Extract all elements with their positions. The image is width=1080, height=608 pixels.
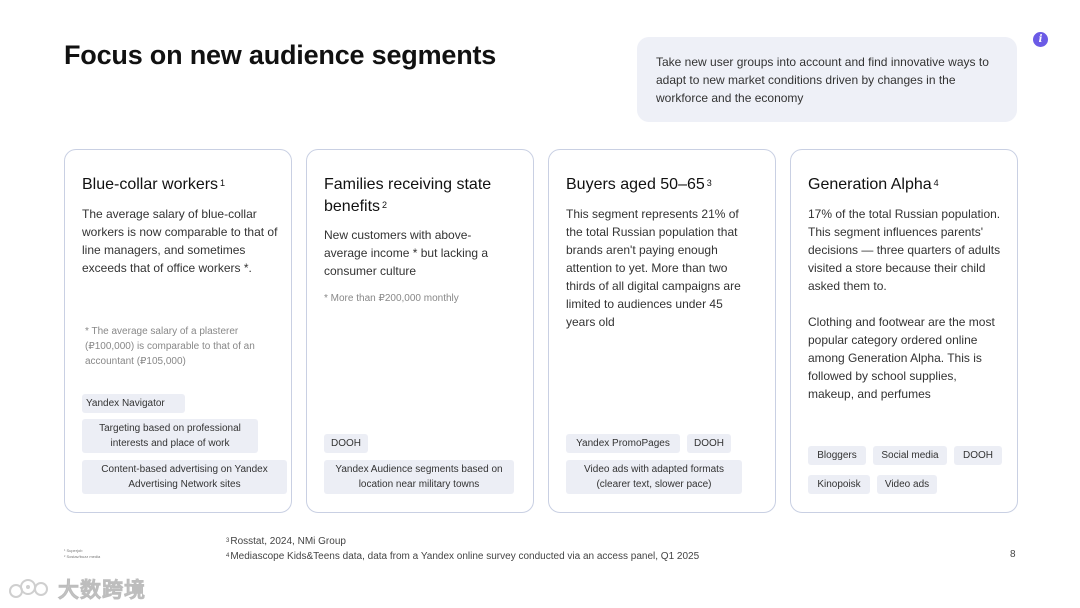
footnote-ref: 4 bbox=[933, 178, 939, 188]
callout-text: Take new user groups into account and fi… bbox=[656, 55, 989, 105]
card-title: Buyers aged 50–65 3 bbox=[566, 176, 712, 193]
callout-box: Take new user groups into account and fi… bbox=[637, 37, 1017, 122]
segment-card-generation-alpha: Generation Alpha 4 17% of the total Russi… bbox=[790, 149, 1018, 513]
tag: Bloggers bbox=[808, 446, 866, 465]
tag: Social media bbox=[873, 446, 947, 465]
tag: Content-based advertising on Yandex Adve… bbox=[82, 460, 287, 494]
footnotes: 3Rosstat, 2024, NMi Group 4Mediascope Ki… bbox=[226, 534, 699, 564]
footnote-ref: 3 bbox=[706, 178, 712, 188]
segment-card-families: Families receiving state benefits 2 New c… bbox=[306, 149, 534, 513]
card-body: New customers with above-average income … bbox=[324, 228, 489, 278]
tag: Yandex PromoPages bbox=[566, 434, 680, 453]
segment-card-buyers-50-65: Buyers aged 50–65 3 This segment represen… bbox=[548, 149, 776, 513]
tag: DOOH bbox=[687, 434, 731, 453]
watermark-logo-icon bbox=[9, 579, 48, 598]
page-title: Focus on new audience segments bbox=[64, 40, 497, 70]
card-title: Families receiving state benefits 2 bbox=[324, 176, 492, 215]
tag: Video ads with adapted formats (clearer … bbox=[566, 460, 742, 494]
tag: DOOH bbox=[954, 446, 1002, 465]
footnote-ref: 1 bbox=[220, 178, 226, 188]
tag: Video ads bbox=[877, 475, 937, 494]
footnote-ref: 2 bbox=[382, 200, 388, 210]
footnote: 4Mediascope Kids&Teens data, data from a… bbox=[226, 551, 700, 562]
tag: Yandex Audience segments based on locati… bbox=[324, 460, 514, 494]
footnote: 3Rosstat, 2024, NMi Group bbox=[226, 536, 346, 547]
tag: Yandex Navigator bbox=[82, 394, 185, 413]
watermark: 大数跨境 bbox=[8, 574, 146, 604]
watermark-text: 大数跨境 bbox=[58, 579, 146, 603]
source-notes: ¹ Superjob ² Sostav/buzz media bbox=[64, 548, 101, 559]
card-note: * The average salary of a plasterer (₽10… bbox=[85, 326, 255, 367]
tag: Kinopoisk bbox=[808, 475, 870, 494]
card-body: This segment represents 21% of the total… bbox=[566, 207, 741, 329]
tag: Targeting based on professional interest… bbox=[82, 419, 258, 453]
card-body: The average salary of blue-collar worker… bbox=[82, 207, 278, 275]
tag: DOOH bbox=[324, 434, 368, 453]
info-icon[interactable]: i bbox=[1033, 32, 1048, 47]
card-note: * More than ₽200,000 monthly bbox=[324, 293, 459, 304]
page-number: 8 bbox=[1010, 549, 1016, 560]
card-body: 17% of the total Russian population. Thi… bbox=[808, 207, 1001, 293]
card-title: Generation Alpha 4 bbox=[808, 176, 939, 193]
segment-card-blue-collar: Blue-collar workers 1 The average salary … bbox=[64, 149, 292, 513]
card-title: Blue-collar workers 1 bbox=[82, 176, 226, 193]
card-body-continued: Clothing and footwear are the most popul… bbox=[808, 315, 995, 401]
